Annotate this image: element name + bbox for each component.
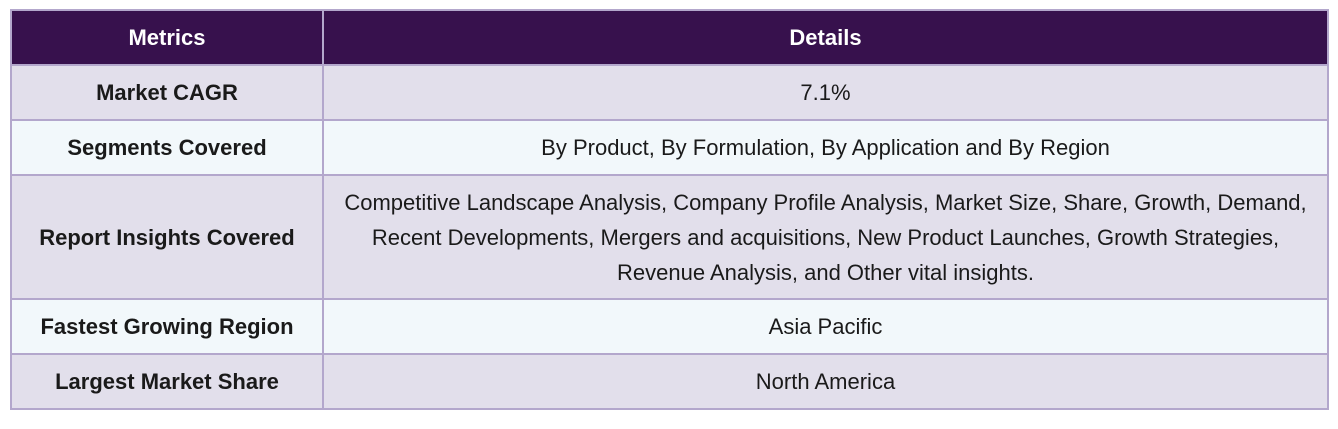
detail-cell: 7.1% xyxy=(322,64,1329,121)
detail-cell: Competitive Landscape Analysis, Company … xyxy=(322,174,1329,300)
metric-cell: Report Insights Covered xyxy=(10,174,324,300)
table-row: Fastest Growing Region Asia Pacific xyxy=(10,298,1329,355)
table-header-row: Metrics Details xyxy=(10,9,1329,66)
detail-cell: By Product, By Formulation, By Applicati… xyxy=(322,119,1329,176)
detail-cell: Asia Pacific xyxy=(322,298,1329,355)
table-row: Largest Market Share North America xyxy=(10,353,1329,410)
detail-cell: North America xyxy=(322,353,1329,410)
metric-cell: Fastest Growing Region xyxy=(10,298,324,355)
metric-cell: Segments Covered xyxy=(10,119,324,176)
table-row: Market CAGR 7.1% xyxy=(10,64,1329,121)
table-row: Report Insights Covered Competitive Land… xyxy=(10,174,1329,300)
metric-cell: Largest Market Share xyxy=(10,353,324,410)
metric-cell: Market CAGR xyxy=(10,64,324,121)
column-header-metrics: Metrics xyxy=(10,9,324,66)
metrics-table-container: Metrics Details Market CAGR 7.1% Segment… xyxy=(10,9,1329,410)
table-row: Segments Covered By Product, By Formulat… xyxy=(10,119,1329,176)
column-header-details: Details xyxy=(322,9,1329,66)
metrics-table: Metrics Details Market CAGR 7.1% Segment… xyxy=(10,9,1329,410)
